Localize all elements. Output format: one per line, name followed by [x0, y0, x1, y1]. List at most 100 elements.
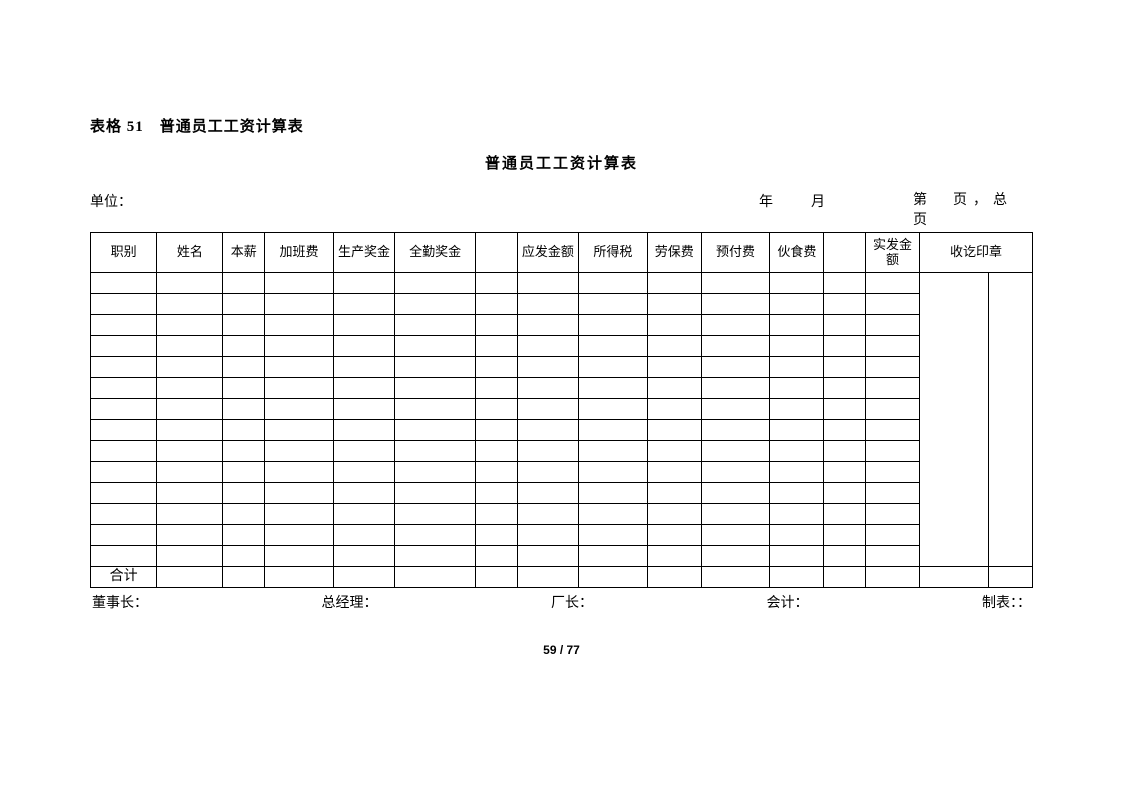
table-row	[91, 483, 1033, 504]
column-header: 所得税	[579, 233, 648, 273]
table-cell	[647, 357, 701, 378]
table-cell	[701, 273, 770, 294]
table-cell	[865, 441, 919, 462]
table-cell	[157, 462, 223, 483]
column-header: 实发金额	[865, 233, 919, 273]
table-cell	[265, 462, 334, 483]
table-cell	[333, 294, 394, 315]
table-cell	[770, 483, 824, 504]
meta-row: 单位： 年 月 第 页，总 页	[90, 191, 1033, 230]
table-cell	[223, 378, 265, 399]
column-header: 姓名	[157, 233, 223, 273]
table-cell	[865, 336, 919, 357]
table-cell	[865, 294, 919, 315]
table-cell	[476, 483, 518, 504]
table-cell	[517, 336, 578, 357]
table-cell	[223, 420, 265, 441]
table-cell	[395, 294, 476, 315]
table-row	[91, 441, 1033, 462]
table-cell	[865, 483, 919, 504]
table-row	[91, 546, 1033, 567]
table-cell	[579, 336, 648, 357]
stamp-cell	[919, 273, 988, 567]
table-cell	[770, 357, 824, 378]
table-cell	[395, 420, 476, 441]
table-cell	[476, 357, 518, 378]
table-cell	[91, 399, 157, 420]
table-cell	[265, 294, 334, 315]
table-cell	[395, 315, 476, 336]
table-cell	[223, 567, 265, 588]
table-cell	[647, 336, 701, 357]
table-cell	[824, 378, 866, 399]
table-cell	[91, 357, 157, 378]
table-cell	[157, 273, 223, 294]
table-cell	[701, 504, 770, 525]
table-cell	[701, 294, 770, 315]
table-cell	[91, 378, 157, 399]
column-header: 预付费	[701, 233, 770, 273]
table-cell	[476, 441, 518, 462]
table-cell	[91, 483, 157, 504]
table-cell	[157, 504, 223, 525]
table-cell	[824, 357, 866, 378]
column-header: 生产奖金	[333, 233, 394, 273]
table-cell	[265, 483, 334, 504]
month-label: 月	[811, 191, 825, 211]
sig-chairman: 董事长：	[92, 592, 148, 612]
table-row	[91, 525, 1033, 546]
column-header: 全勤奖金	[395, 233, 476, 273]
salary-table: 职别姓名本薪加班费生产奖金全勤奖金应发金额所得税劳保费预付费伙食费实发金额收讫印…	[90, 232, 1033, 588]
table-cell	[265, 567, 334, 588]
table-row	[91, 357, 1033, 378]
table-cell	[333, 420, 394, 441]
table-row	[91, 273, 1033, 294]
table-cell	[91, 420, 157, 441]
table-cell	[647, 504, 701, 525]
table-cell	[395, 504, 476, 525]
table-cell	[824, 315, 866, 336]
table-cell	[157, 399, 223, 420]
table-cell	[770, 273, 824, 294]
table-row	[91, 378, 1033, 399]
table-cell	[701, 462, 770, 483]
table-row	[91, 315, 1033, 336]
table-cell	[647, 294, 701, 315]
table-cell	[223, 525, 265, 546]
table-cell	[517, 378, 578, 399]
table-cell	[157, 357, 223, 378]
table-cell	[701, 378, 770, 399]
table-cell	[395, 462, 476, 483]
table-row	[91, 462, 1033, 483]
table-cell	[824, 462, 866, 483]
table-cell	[476, 294, 518, 315]
table-cell	[395, 483, 476, 504]
table-cell	[770, 378, 824, 399]
table-cell	[647, 483, 701, 504]
table-cell	[223, 399, 265, 420]
table-cell	[333, 336, 394, 357]
table-row	[91, 336, 1033, 357]
table-cell	[395, 441, 476, 462]
table-cell	[333, 525, 394, 546]
table-cell	[517, 273, 578, 294]
column-header: 收讫印章	[919, 233, 1032, 273]
table-cell	[265, 504, 334, 525]
table-cell	[701, 441, 770, 462]
table-cell	[333, 546, 394, 567]
table-cell	[265, 336, 334, 357]
signature-row: 董事长： 总经理： 厂长： 会计： 制表：：	[90, 592, 1033, 612]
column-header	[824, 233, 866, 273]
table-cell	[223, 483, 265, 504]
table-cell	[91, 273, 157, 294]
table-cell	[395, 399, 476, 420]
table-cell	[919, 567, 988, 588]
table-cell	[701, 567, 770, 588]
table-cell	[865, 504, 919, 525]
table-cell	[265, 357, 334, 378]
table-cell	[701, 483, 770, 504]
table-cell	[476, 504, 518, 525]
table-cell	[157, 525, 223, 546]
table-cell	[579, 525, 648, 546]
table-cell	[824, 399, 866, 420]
